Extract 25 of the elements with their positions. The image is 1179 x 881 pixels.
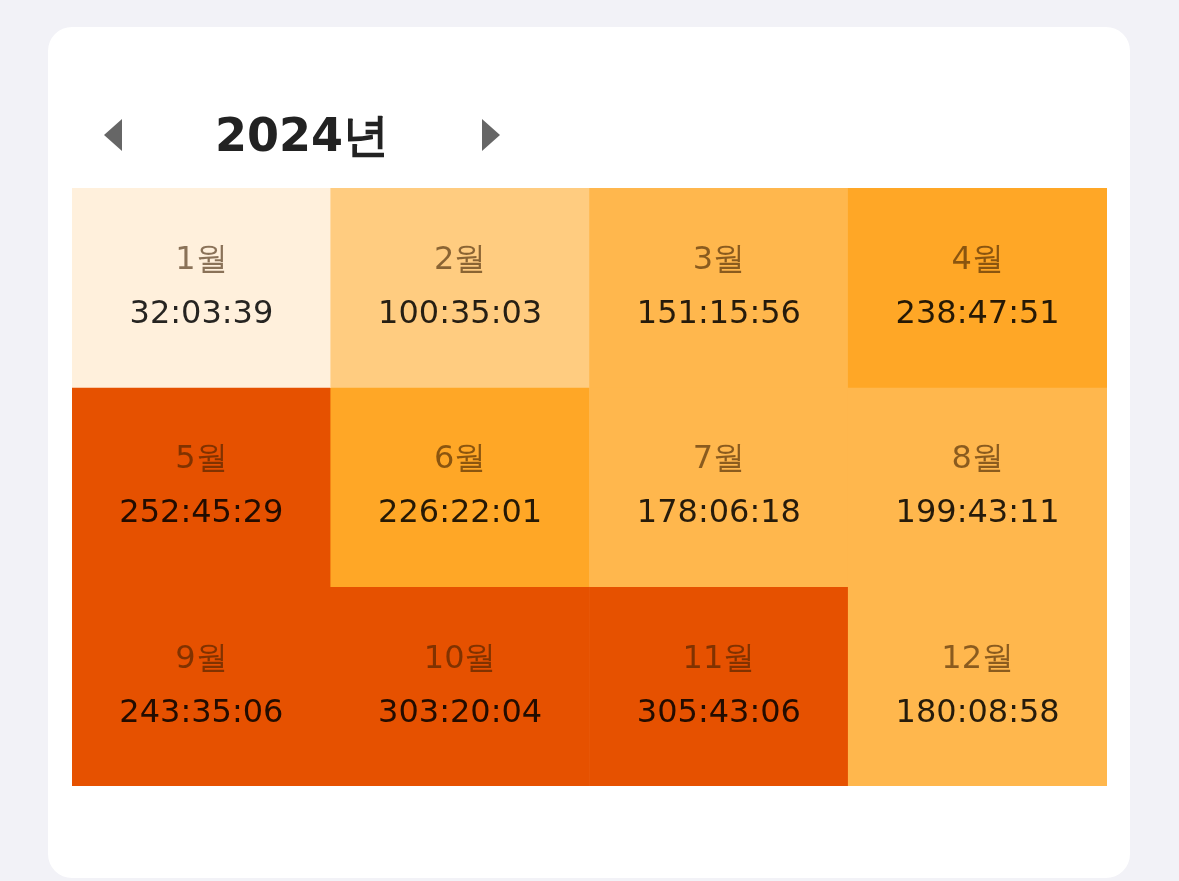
- annotation: 6월: [433, 438, 487, 477]
- annotation: 10월: [423, 637, 497, 676]
- annotation: 7월: [692, 438, 746, 477]
- annotation: 1월: [175, 238, 228, 277]
- data-label: 32:03:39: [129, 292, 274, 331]
- data-label: 151:15:56: [636, 292, 801, 331]
- data-label: 178:06:18: [636, 492, 801, 531]
- data-label: 243:35:06: [119, 691, 284, 730]
- annotation: 2월: [433, 238, 487, 277]
- annotation: 5월: [175, 438, 228, 477]
- data-label: 199:43:11: [895, 492, 1060, 531]
- annotation: 3월: [692, 238, 746, 277]
- data-label: 252:45:29: [119, 492, 284, 531]
- annotation: 12월: [941, 637, 1014, 676]
- annotation: 9월: [175, 637, 228, 676]
- annotation: 4월: [951, 238, 1004, 277]
- annotation: 11월: [682, 637, 756, 676]
- annotation: 8월: [951, 438, 1004, 477]
- data-label: 100:35:03: [378, 292, 543, 331]
- data-label: 226:22:01: [378, 492, 543, 531]
- data-label: 305:43:06: [636, 691, 801, 730]
- data-label: 303:20:04: [378, 691, 543, 730]
- data-label: 238:47:51: [895, 292, 1060, 331]
- chart-title: 2024년: [214, 107, 390, 164]
- data-label: 180:08:58: [895, 691, 1060, 730]
